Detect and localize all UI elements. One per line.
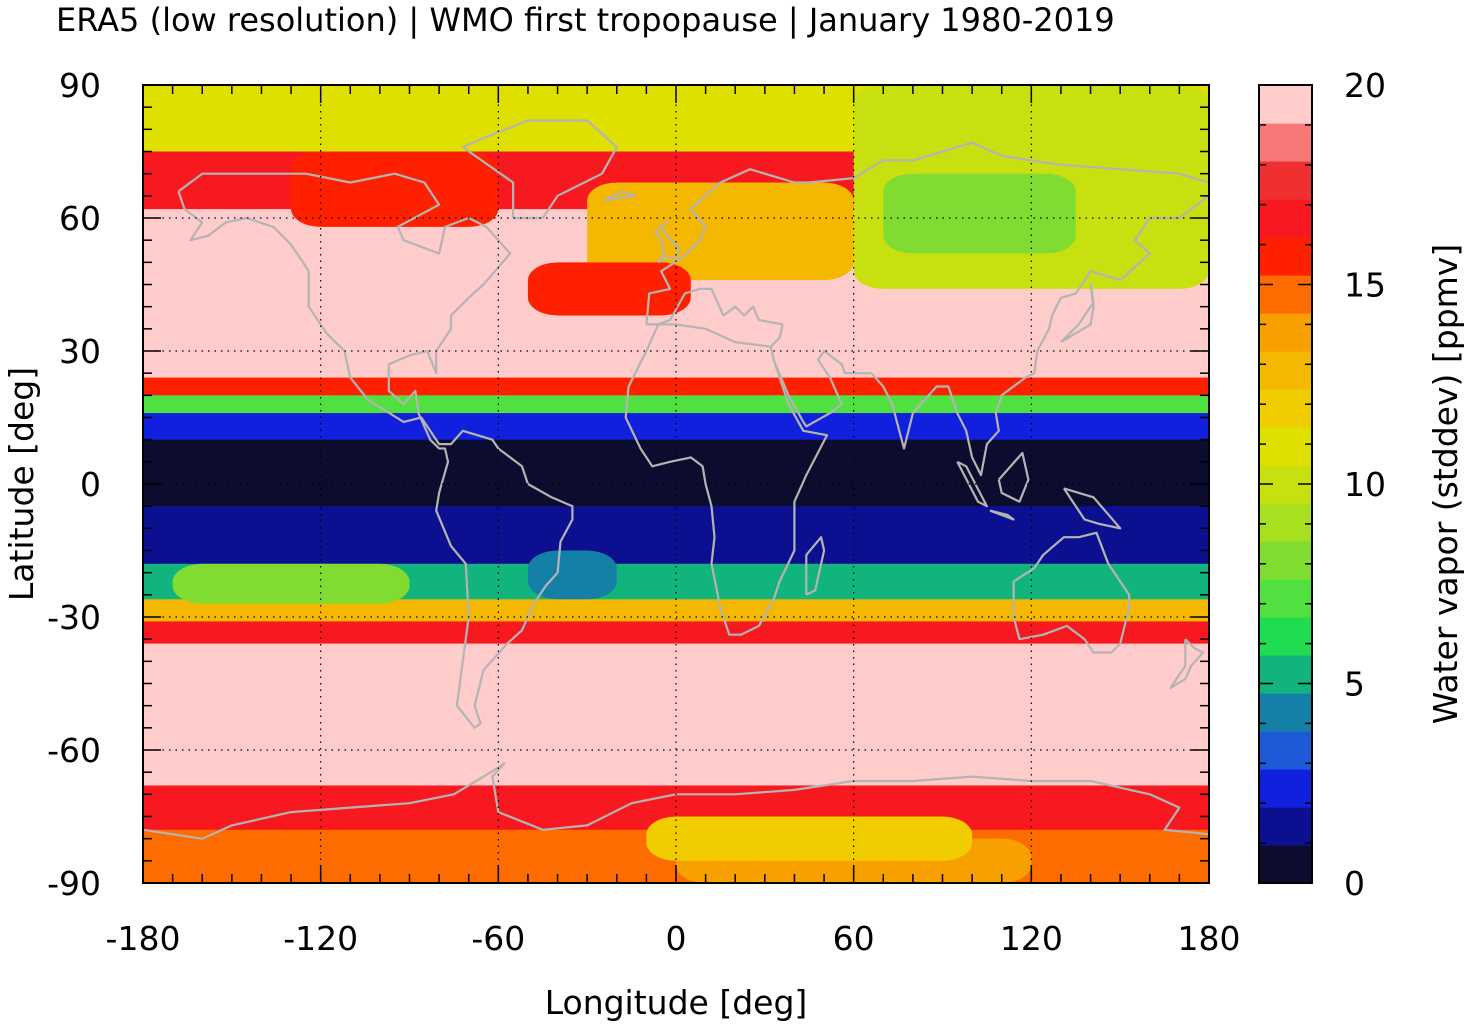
coastline-6	[1012, 531, 1131, 654]
colorbar-segment-5	[1259, 655, 1312, 694]
colorbar-segment-17	[1259, 199, 1312, 238]
coastline-14	[604, 190, 636, 202]
y-tick-label: -60	[47, 731, 101, 770]
x-tick-label: -120	[283, 919, 358, 958]
field-patch-3	[527, 262, 691, 316]
coastline-11	[1060, 283, 1095, 344]
chart-title: ERA5 (low resolution) | WMO first tropop…	[56, 1, 1115, 39]
colorbar-segment-12	[1259, 389, 1312, 428]
colorbar-segment-0	[1259, 845, 1312, 884]
colorbar-segment-8	[1259, 541, 1312, 580]
coastline-10	[1062, 487, 1122, 530]
coastline-3	[646, 194, 1209, 477]
y-axis-title: Latitude [deg]	[2, 367, 41, 601]
field-patch-5	[172, 563, 410, 604]
x-tick-label: -180	[106, 919, 181, 958]
colorbar-segment-20	[1259, 85, 1312, 124]
colorbar-ticks	[1259, 84, 1312, 884]
x-tick-labels: -180 -120 -60 0 60 120 180	[106, 919, 1241, 958]
colorbar-segment-18	[1259, 161, 1312, 200]
colorbar-tick-labels: 0 5 10 15 20	[1344, 66, 1386, 903]
colorbar-segment-15	[1259, 275, 1312, 314]
x-tick-label: -60	[471, 919, 525, 958]
colorbar-tick-label: 5	[1344, 665, 1365, 704]
coastline-13	[654, 221, 681, 264]
field-patch-2	[587, 182, 854, 281]
colorbar-tick-label: 20	[1344, 66, 1386, 105]
x-tick-label: 60	[833, 919, 875, 958]
coastline-5	[805, 536, 826, 596]
coastline-12	[1169, 638, 1205, 690]
y-tick-label: 60	[59, 199, 101, 238]
colorbar-segment-1	[1259, 807, 1312, 846]
y-tick-label: 0	[80, 465, 101, 504]
field-band-10	[143, 599, 1209, 622]
field-patch-1	[883, 173, 1076, 254]
colorbar-tick-label: 10	[1344, 465, 1386, 504]
colorbar-tick-label: 15	[1344, 266, 1386, 305]
x-axis-title: Longitude [deg]	[545, 983, 808, 1022]
y-tick-label: -30	[47, 598, 101, 637]
coastline-1	[461, 119, 618, 220]
colorbar-segment-19	[1259, 123, 1312, 162]
field-patch-6	[527, 550, 617, 600]
colorbar-segment-16	[1259, 237, 1312, 276]
x-tick-label: 120	[1000, 919, 1063, 958]
coastline-7	[956, 460, 989, 508]
colorbar-segment-13	[1259, 351, 1312, 390]
colorbar-segment-6	[1259, 617, 1312, 656]
grid-lines	[143, 85, 1209, 883]
coastline-2	[645, 141, 1209, 325]
y-tick-label: 30	[59, 332, 101, 371]
y-tick-label: 90	[59, 66, 101, 105]
x-tick-label: 0	[666, 919, 687, 958]
colorbar-segment-3	[1259, 731, 1312, 770]
field-patch-4	[291, 151, 499, 227]
coastlines	[143, 119, 1209, 840]
colorbar-segment-11	[1259, 427, 1312, 466]
coastline-0	[177, 172, 574, 729]
plot-frame	[142, 84, 1210, 884]
colorbar-segment-9	[1259, 503, 1312, 542]
colorbar-title: Water vapor (stddev) [ppmv]	[1426, 244, 1465, 724]
coastline-4	[624, 323, 829, 636]
colorbar-tick-label: 0	[1344, 864, 1365, 903]
colorbar-segment-2	[1259, 769, 1312, 808]
field-band-8	[143, 506, 1209, 565]
coastline-15	[143, 762, 1209, 840]
y-tick-label: -90	[47, 864, 101, 903]
field-band-11	[143, 621, 1209, 645]
colorbar-segment-14	[1259, 313, 1312, 352]
x-tick-label: 180	[1178, 919, 1241, 958]
colorbar	[1259, 85, 1312, 884]
tick-marks	[142, 84, 1210, 884]
coastline-9	[997, 451, 1030, 503]
coastline-8	[989, 509, 1015, 521]
field-band-4	[143, 377, 1209, 396]
field-patch-8	[646, 816, 973, 861]
y-tick-labels: 90 60 30 0 -30 -60 -90	[47, 66, 101, 903]
colorbar-segment-7	[1259, 579, 1312, 618]
colorbar-segment-4	[1259, 693, 1312, 732]
